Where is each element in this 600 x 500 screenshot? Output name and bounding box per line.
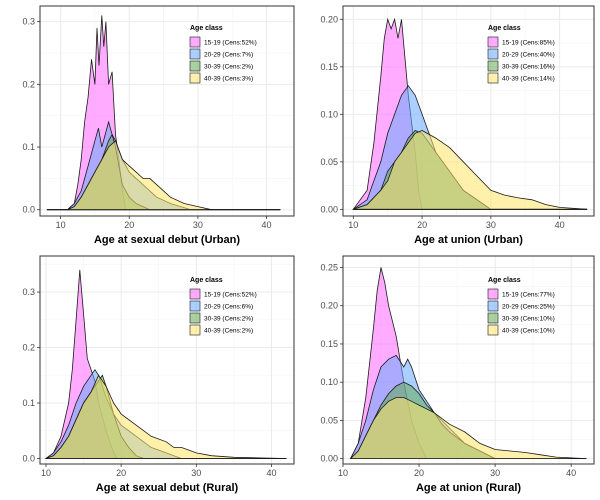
legend-title: Age class <box>190 25 223 32</box>
chart-panel-4: 10 20 30 40 0.00 0.05 0.10 0.15 0.20 0.25 Age at u… <box>320 255 595 494</box>
legend-swatch <box>487 48 499 60</box>
legend-label: 30-39 (Cens:10%) <box>502 316 555 323</box>
panel-border <box>342 255 595 465</box>
y-tick-label: 0.05 <box>320 415 338 425</box>
x-tick-label: 40 <box>266 468 276 478</box>
legend-swatch <box>189 324 201 336</box>
legend-title: Age class <box>488 25 521 32</box>
legend-label: 15-19 (Cens:52%) <box>204 40 257 47</box>
x-tick-label: 40 <box>262 220 272 230</box>
legend-label: 40-39 (Cens:3%) <box>204 76 253 83</box>
legend-label: 30-39 (Cens:16%) <box>502 64 555 71</box>
legend: Age class 15-19 (Cens:52%) 20-29 (Cens:7%)… <box>189 25 257 84</box>
legend-title: Age class <box>190 277 223 284</box>
x-tick-label: 20 <box>116 468 126 478</box>
legend-label: 40-39 (Cens:2%) <box>204 328 253 335</box>
legend-label: 20-29 (Cens:40%) <box>502 52 555 59</box>
panel-border <box>39 5 295 217</box>
legend-swatch <box>487 72 499 84</box>
density-area-40-39 <box>45 374 287 459</box>
legend-swatch <box>189 36 201 48</box>
y-tick-label: 0.0 <box>22 205 35 215</box>
y-tick-label: 0.2 <box>22 343 35 353</box>
y-tick-label: 0.10 <box>320 109 338 119</box>
x-axis-title: Age at sexual debut (Rural) <box>96 482 239 494</box>
x-tick-label: 40 <box>566 468 576 478</box>
legend-swatch <box>189 288 201 300</box>
y-tick-label: 0.1 <box>22 398 35 408</box>
legend-label: 40-39 (Cens:10%) <box>502 328 555 335</box>
legend-label: 20-29 (Cens:25%) <box>502 304 555 311</box>
y-tick-label: 0.1 <box>22 142 35 152</box>
y-tick-label: 0.05 <box>320 157 338 167</box>
legend-swatch <box>487 312 499 324</box>
x-axis-title: Age at union (Urban) <box>414 234 523 246</box>
legend-label: 30-39 (Cens:2%) <box>204 64 253 71</box>
y-tick-label: 0.15 <box>320 339 338 349</box>
y-tick-label: 0.20 <box>320 301 338 311</box>
legend-label: 15-19 (Cens:77%) <box>502 292 555 299</box>
panel-border <box>342 5 595 217</box>
x-axis-title: Age at union (Rural) <box>416 482 521 494</box>
y-tick-label: 0.3 <box>22 17 35 27</box>
density-area-40-39 <box>46 140 281 211</box>
y-tick-label: 0.10 <box>320 377 338 387</box>
legend-label: 20-29 (Cens:7%) <box>204 52 253 59</box>
legend: Age class 15-19 (Cens:85%) 20-29 (Cens:40%… <box>487 25 555 84</box>
panel-border <box>39 255 295 465</box>
x-tick-label: 30 <box>486 220 496 230</box>
legend: Age class 15-19 (Cens:52%) 20-29 (Cens:6%)… <box>189 277 257 336</box>
legend-swatch <box>189 60 201 72</box>
legend: Age class 15-19 (Cens:77%) 20-29 (Cens:25%… <box>487 277 555 336</box>
y-tick-label: 0.25 <box>320 262 338 272</box>
legend-label: 30-39 (Cens:2%) <box>204 316 253 323</box>
legend-swatch <box>487 288 499 300</box>
legend-label: 15-19 (Cens:52%) <box>204 292 257 299</box>
density-area-40-39 <box>349 397 587 459</box>
y-tick-label: 0.20 <box>320 14 338 24</box>
x-tick-label: 10 <box>41 468 51 478</box>
y-tick-label: 0.2 <box>22 79 35 89</box>
legend-label: 15-19 (Cens:85%) <box>502 40 555 47</box>
x-tick-label: 10 <box>338 468 348 478</box>
legend-swatch <box>487 60 499 72</box>
x-axis-title: Age at sexual debut (Urban) <box>94 234 240 246</box>
y-tick-label: 0.15 <box>320 62 338 72</box>
x-tick-label: 10 <box>56 220 66 230</box>
legend-swatch <box>487 36 499 48</box>
legend-swatch <box>487 300 499 312</box>
density-area-40-39 <box>353 130 588 210</box>
x-tick-label: 20 <box>124 220 134 230</box>
y-tick-label: 0.00 <box>320 204 338 214</box>
legend-swatch <box>189 300 201 312</box>
x-tick-label: 10 <box>348 220 358 230</box>
legend-title: Age class <box>488 277 521 284</box>
legend-label: 40-39 (Cens:14%) <box>502 76 555 83</box>
legend-swatch <box>189 48 201 60</box>
legend-swatch <box>189 72 201 84</box>
x-tick-label: 40 <box>555 220 565 230</box>
legend-label: 20-29 (Cens:6%) <box>204 304 253 311</box>
y-tick-label: 0.3 <box>22 287 35 297</box>
chart-panel-1: 10 20 30 40 0.0 0.1 0.2 0.3 Age at sexual debut … <box>22 5 295 246</box>
y-tick-label: 0.00 <box>320 454 338 464</box>
x-tick-label: 20 <box>414 468 424 478</box>
x-tick-label: 30 <box>191 468 201 478</box>
chart-panel-3: 10 20 30 40 0.0 0.1 0.2 0.3 Age at sexual debut … <box>22 255 295 494</box>
y-tick-label: 0.0 <box>22 453 35 463</box>
x-tick-label: 20 <box>417 220 427 230</box>
legend-swatch <box>487 324 499 336</box>
x-tick-label: 30 <box>490 468 500 478</box>
chart-panel-2: 10 20 30 40 0.00 0.05 0.10 0.15 0.20 Age at union… <box>320 5 595 246</box>
x-tick-label: 30 <box>193 220 203 230</box>
legend-swatch <box>189 312 201 324</box>
